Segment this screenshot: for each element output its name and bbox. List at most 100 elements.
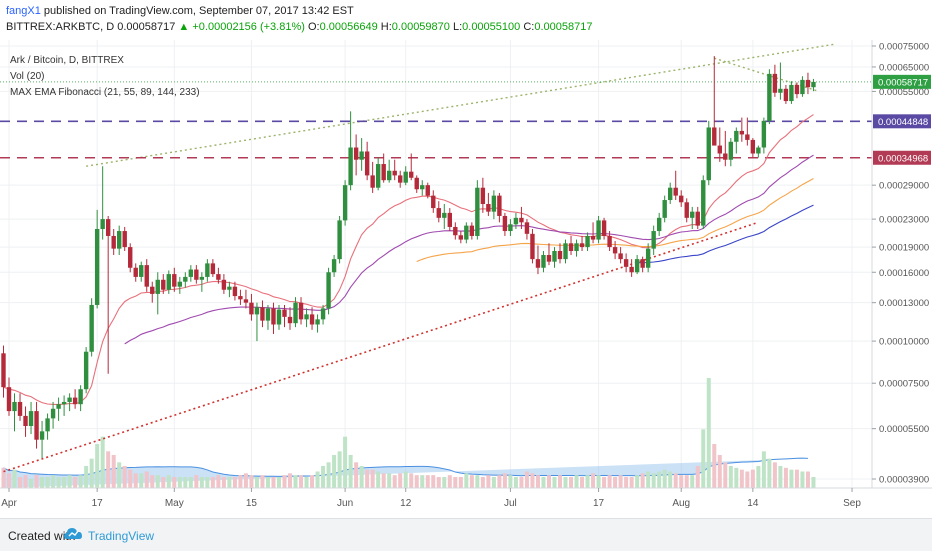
candle-body — [105, 219, 111, 236]
volume-bar — [613, 477, 618, 488]
volume-bar — [106, 451, 111, 488]
candle-body — [188, 269, 194, 277]
volume-bar — [657, 471, 662, 488]
volume-bar — [34, 475, 39, 488]
volume-bar — [18, 477, 23, 488]
time-tick-label: 14 — [747, 498, 759, 509]
volume-bar — [728, 466, 733, 488]
candle-body — [629, 266, 634, 273]
legend: Ark / Bitcoin, D, BITTREX Vol (20) MAX E… — [10, 55, 200, 98]
tradingview-brand-link[interactable]: TradingView — [88, 529, 155, 543]
price-tick-label: 0.00010000 — [879, 337, 929, 348]
volume-bar — [73, 477, 78, 488]
volume-bar — [464, 473, 469, 488]
volume-bar — [458, 477, 463, 488]
candle-body — [28, 411, 34, 427]
volume-bar — [40, 477, 45, 488]
ema-144-line — [637, 204, 814, 264]
candle-body — [458, 235, 464, 240]
time-tick-label: Apr — [1, 498, 17, 509]
author-link[interactable]: fangX1 — [6, 5, 41, 17]
candle-body — [607, 235, 612, 248]
candle-body — [293, 302, 298, 324]
candle-body — [640, 259, 645, 268]
candle-body — [645, 248, 651, 268]
volume-bar — [453, 477, 458, 488]
volume-bar — [155, 475, 160, 488]
volume-bar — [723, 462, 728, 488]
volume-bar — [756, 466, 761, 488]
price-chart[interactable]: 0.00075000 0.00065000 0.00055000 0.00029000… — [0, 40, 932, 518]
candle-body — [166, 274, 171, 290]
candle-body — [668, 187, 673, 201]
volume-bar — [315, 471, 320, 488]
volume-bar — [221, 477, 226, 488]
legend-volume[interactable]: Vol (20) — [10, 71, 44, 82]
candle-body — [83, 351, 89, 390]
volume-bar — [431, 475, 436, 488]
volume-bar — [293, 475, 298, 488]
volume-bar — [387, 473, 392, 488]
volume-bar — [260, 475, 265, 488]
volume-bar — [811, 477, 816, 488]
candle-body — [298, 302, 304, 320]
volume-bar — [243, 473, 248, 488]
volume-bar — [690, 475, 695, 488]
volume-bar — [183, 477, 188, 488]
volume-bar — [684, 475, 689, 488]
volume-bar — [210, 477, 215, 488]
price-tick-label: 0.00007500 — [879, 379, 929, 390]
price-tick-label: 0.00029000 — [879, 181, 929, 192]
volume-bar — [265, 477, 270, 488]
volume-bar — [530, 473, 535, 488]
candle-body — [590, 235, 596, 240]
volume-bar — [767, 458, 772, 488]
candle-body — [701, 180, 706, 226]
candle-body — [541, 255, 546, 268]
candle-body — [772, 73, 778, 93]
volume-bar — [392, 475, 397, 488]
volume-bar — [712, 444, 717, 488]
candle-body — [684, 202, 689, 218]
candle-body — [712, 127, 717, 146]
price-tick-label: 0.00016000 — [879, 268, 929, 279]
price-label-text: 0.00044848 — [878, 117, 928, 128]
volume-bar — [679, 475, 684, 488]
volume-bar — [299, 475, 304, 488]
candle-body — [304, 314, 309, 320]
up-triangle-icon: ▲ — [178, 21, 193, 33]
candle-body — [403, 171, 408, 183]
candle-body — [232, 286, 238, 297]
candle-body — [811, 81, 816, 88]
candle-body — [194, 269, 199, 280]
candle-body — [662, 200, 667, 218]
candle-body — [67, 397, 72, 402]
volume-bar — [519, 477, 524, 488]
candle-body — [172, 274, 177, 287]
legend-ema[interactable]: MAX EMA Fibonacci (21, 55, 89, 144, 233) — [10, 87, 200, 98]
volume-bar — [216, 475, 221, 488]
candle-body — [723, 153, 728, 160]
time-axis[interactable]: Apr 17 May 15 Jun 12 Jul 17 Aug 14 Sep — [1, 488, 861, 509]
volume-bar — [673, 473, 678, 488]
candle-body — [1, 353, 6, 388]
candle-body — [287, 316, 293, 324]
candle-body — [502, 215, 508, 232]
legend-symbol[interactable]: Ark / Bitcoin, D, BITTREX — [10, 55, 124, 66]
volume-bar — [739, 469, 744, 488]
price-labels: 0.00058717 0.00044848 0.00034968 — [873, 74, 931, 165]
volume-bar — [640, 473, 645, 488]
candle-body — [497, 195, 502, 216]
volume-bar — [794, 469, 799, 488]
volume-bar — [205, 477, 210, 488]
price-label-box — [873, 114, 931, 129]
time-tick-label: May — [165, 498, 184, 509]
low-value: 0.00055100 — [462, 21, 521, 33]
volume-bar — [177, 477, 182, 488]
candle-body — [100, 219, 105, 229]
price-tick-label: 0.00019000 — [879, 243, 929, 254]
price-axis[interactable]: 0.00075000 0.00065000 0.00055000 0.00029000… — [872, 42, 929, 486]
volume-bar — [199, 477, 204, 488]
candle-body — [117, 231, 122, 249]
candle-body — [579, 243, 585, 248]
